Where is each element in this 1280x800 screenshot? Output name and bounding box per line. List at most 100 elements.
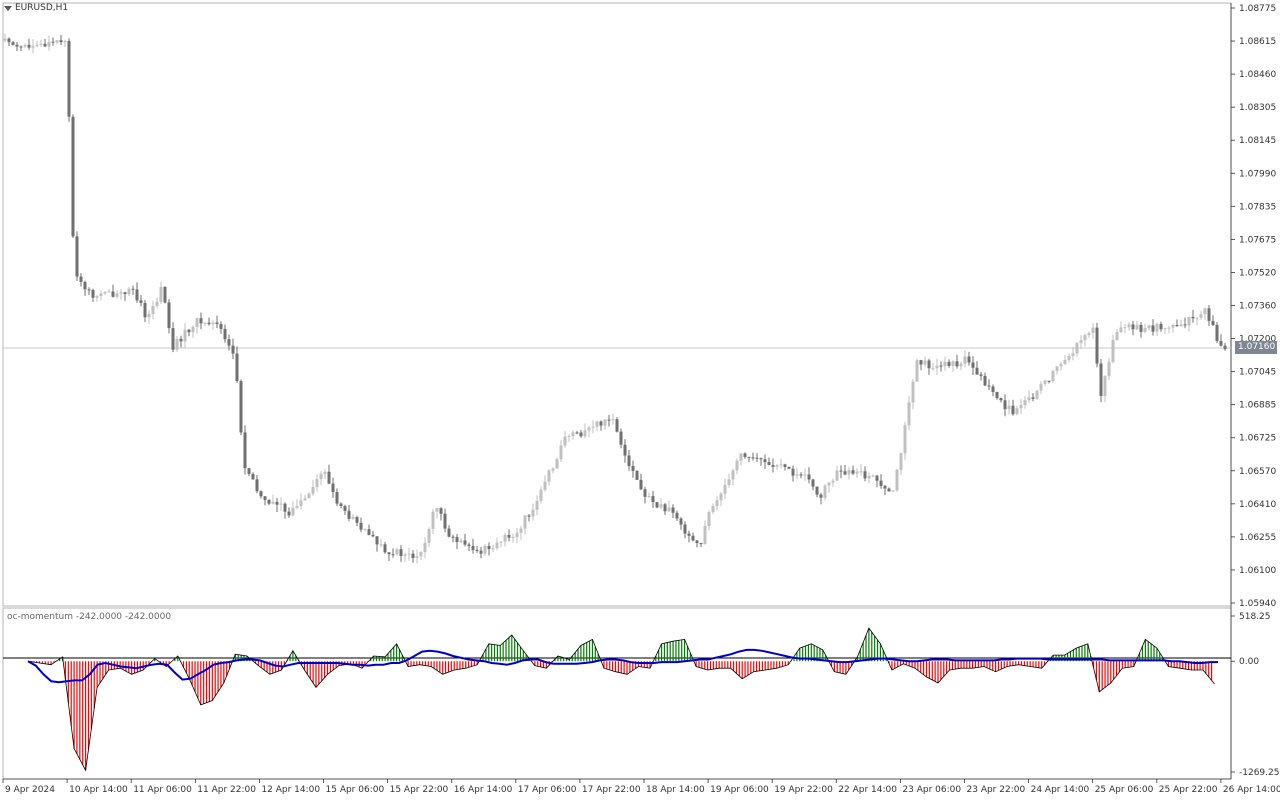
candle[interactable] [731, 468, 735, 486]
candle[interactable] [735, 458, 739, 475]
candle[interactable] [1039, 381, 1043, 395]
candle[interactable] [1107, 357, 1111, 381]
candle[interactable] [1051, 369, 1055, 384]
candle[interactable] [251, 472, 255, 480]
candle[interactable] [1103, 375, 1107, 403]
candle[interactable] [843, 464, 847, 476]
candle[interactable] [855, 468, 859, 479]
candle[interactable] [327, 464, 331, 485]
candle[interactable] [903, 421, 907, 460]
candle[interactable] [223, 324, 227, 343]
candle[interactable] [459, 537, 463, 544]
candle[interactable] [111, 284, 115, 298]
candle[interactable] [575, 430, 579, 435]
candle[interactable] [463, 533, 467, 547]
candle[interactable] [155, 297, 159, 309]
candle[interactable] [755, 453, 759, 463]
candle[interactable] [907, 395, 911, 431]
candle[interactable] [195, 317, 199, 334]
candle[interactable] [3, 33, 7, 43]
candle[interactable] [331, 477, 335, 499]
candle[interactable] [43, 39, 47, 48]
candle[interactable] [239, 379, 243, 436]
candle[interactable] [475, 546, 479, 553]
candle[interactable] [915, 358, 919, 382]
candle[interactable] [1211, 315, 1215, 326]
candle[interactable] [523, 515, 527, 535]
candle[interactable] [479, 546, 483, 559]
candle[interactable] [847, 467, 851, 480]
candle[interactable] [643, 486, 647, 504]
candle[interactable] [715, 496, 719, 511]
candle[interactable] [1083, 333, 1087, 347]
candle[interactable] [1151, 319, 1155, 336]
candle[interactable] [183, 323, 187, 349]
candle[interactable] [991, 384, 995, 397]
candle[interactable] [467, 542, 471, 552]
candle[interactable] [687, 530, 691, 543]
candle[interactable] [563, 430, 567, 448]
candle[interactable] [783, 463, 787, 471]
candle[interactable] [1003, 394, 1007, 417]
candle[interactable] [1075, 342, 1079, 357]
candle[interactable] [995, 391, 999, 400]
candle[interactable] [603, 419, 607, 430]
candle[interactable] [1031, 392, 1035, 402]
candle[interactable] [431, 508, 435, 535]
candle[interactable] [367, 524, 371, 536]
candle[interactable] [1115, 328, 1119, 341]
candle[interactable] [127, 286, 131, 297]
candle[interactable] [1055, 366, 1059, 375]
candle[interactable] [647, 492, 651, 498]
candle[interactable] [267, 499, 271, 506]
candle[interactable] [895, 468, 899, 492]
candle[interactable] [531, 503, 535, 521]
candle[interactable] [1095, 322, 1099, 368]
candle[interactable] [483, 543, 487, 556]
candle[interactable] [83, 280, 87, 296]
candle[interactable] [747, 456, 751, 463]
candle[interactable] [1067, 353, 1071, 363]
candle[interactable] [387, 552, 391, 561]
candle[interactable] [359, 517, 363, 533]
candle[interactable] [427, 527, 431, 547]
candle[interactable] [1071, 346, 1075, 361]
candle[interactable] [379, 538, 383, 548]
candle[interactable] [231, 338, 235, 360]
candle[interactable] [787, 466, 791, 470]
candle[interactable] [499, 541, 503, 548]
candle[interactable] [35, 40, 39, 48]
candle[interactable] [1163, 328, 1167, 335]
candle[interactable] [1099, 358, 1103, 403]
candle[interactable] [931, 362, 935, 371]
candle[interactable] [703, 520, 707, 545]
candle[interactable] [187, 328, 191, 337]
candle[interactable] [303, 494, 307, 501]
candle[interactable] [1079, 335, 1083, 350]
candle[interactable] [571, 430, 575, 440]
candle[interactable] [835, 465, 839, 481]
candle[interactable] [343, 504, 347, 515]
candle[interactable] [487, 542, 491, 556]
candle[interactable] [631, 460, 635, 478]
candle[interactable] [775, 463, 779, 470]
candle[interactable] [287, 507, 291, 518]
candle[interactable] [583, 423, 587, 439]
candle[interactable] [391, 548, 395, 558]
candle[interactable] [67, 38, 71, 122]
candle[interactable] [639, 473, 643, 491]
candle[interactable] [259, 490, 263, 499]
candle[interactable] [115, 290, 119, 299]
candle[interactable] [527, 513, 531, 522]
candle[interactable] [491, 544, 495, 552]
candle[interactable] [63, 39, 67, 48]
candle[interactable] [503, 532, 507, 547]
candle[interactable] [1007, 399, 1011, 415]
candle[interactable] [147, 310, 151, 325]
candle[interactable] [743, 452, 747, 459]
candle[interactable] [863, 466, 867, 482]
candle[interactable] [891, 490, 895, 493]
candle[interactable] [623, 439, 627, 463]
candle[interactable] [727, 473, 731, 488]
candle[interactable] [1207, 305, 1211, 326]
